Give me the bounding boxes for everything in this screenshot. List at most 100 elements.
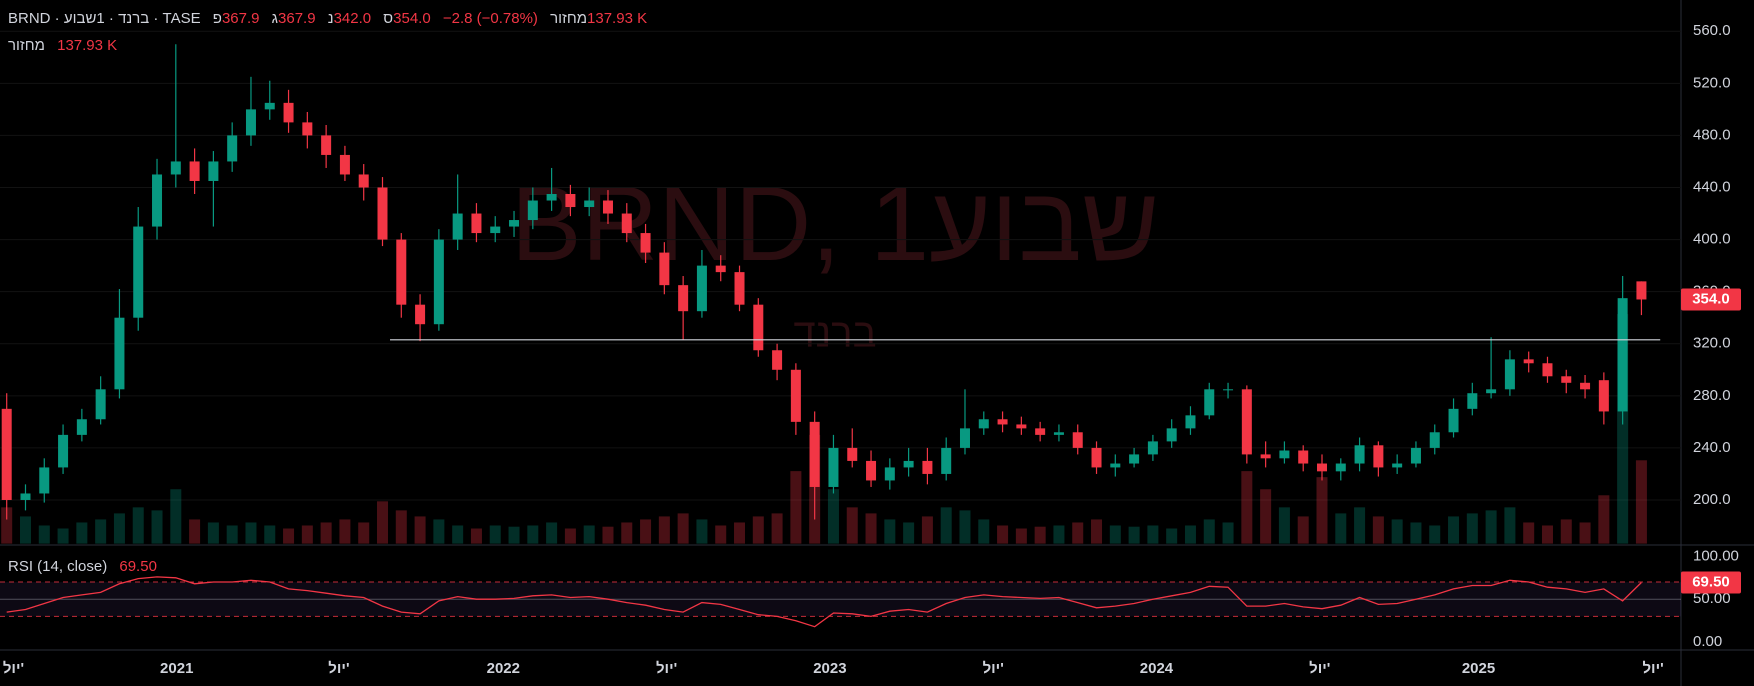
volume-bar <box>846 507 858 544</box>
volume-legend-value: 137.93 K <box>57 37 118 54</box>
rsi-last-label: 69.50 <box>1692 573 1730 590</box>
watermark-title: BRND, 1שבוע <box>511 165 1159 283</box>
candle-body <box>377 187 388 240</box>
volume-bar <box>207 522 219 544</box>
volume-bar <box>790 471 802 544</box>
volume-bar <box>1166 528 1178 544</box>
volume-bar <box>433 519 445 544</box>
candle-body <box>959 428 970 448</box>
candle-body <box>1467 393 1478 409</box>
x-tick-label: יול' <box>983 660 1004 677</box>
volume-bar <box>997 525 1009 544</box>
candle-body <box>264 102 275 110</box>
candle-body <box>1260 454 1271 459</box>
candle-body <box>339 154 350 175</box>
candle-body <box>1486 389 1497 394</box>
volume-legend: מחזור 137.93 K <box>8 37 117 54</box>
candle-body <box>1298 450 1309 464</box>
candle-body <box>734 272 745 305</box>
low-label: נ <box>327 10 334 27</box>
candle-body <box>58 434 69 468</box>
volume-bar <box>1448 516 1460 544</box>
volume-bar <box>903 522 915 544</box>
candle-body <box>715 265 726 273</box>
x-tick-label: יול' <box>1309 660 1330 677</box>
candle-body <box>1 408 12 500</box>
volume-bar <box>189 519 201 544</box>
low-value: 342.0 <box>333 10 372 27</box>
candle-body <box>1523 359 1534 364</box>
candle-body <box>1279 450 1290 459</box>
candle-body <box>433 239 444 325</box>
volume-bar <box>1579 522 1591 544</box>
volume-bar <box>170 489 182 544</box>
candle-body <box>640 233 651 253</box>
rsi-legend: RSI (14, close) 69.50 <box>8 558 157 575</box>
candle-body <box>1561 376 1572 383</box>
y-tick-label: 560.0 <box>1693 22 1731 39</box>
volume-bar <box>19 516 31 544</box>
candle-body <box>189 161 200 181</box>
x-tick-label: יול' <box>656 660 677 677</box>
candle-body <box>790 369 801 422</box>
volume-bar <box>696 519 708 544</box>
volume-bar <box>470 528 482 544</box>
candle-body <box>1354 445 1365 464</box>
candle-body <box>941 447 952 474</box>
candle-body <box>39 467 50 494</box>
volume-bar <box>57 528 69 544</box>
volume-bar <box>715 525 727 544</box>
volume-bar <box>113 513 125 544</box>
volume-bar <box>395 510 407 544</box>
rsi-title: RSI (14, close) <box>8 558 108 575</box>
candle-body <box>997 419 1008 425</box>
candle-body <box>208 161 219 181</box>
volume-bar <box>978 519 990 544</box>
volume-bar <box>1372 516 1384 544</box>
volume-bar <box>940 507 952 544</box>
candle-body <box>1053 432 1064 435</box>
x-tick-label: 2024 <box>1140 660 1174 677</box>
candle-body <box>753 304 764 351</box>
volume-bar <box>1034 526 1046 544</box>
volume-bar <box>1015 528 1027 544</box>
rsi-tick-label: 0.00 <box>1693 633 1722 650</box>
volume-bar <box>489 525 501 544</box>
candle-body <box>1392 463 1403 468</box>
volume-bar <box>752 516 764 544</box>
volume-legend-label: מחזור <box>8 37 45 54</box>
volume-bar <box>1560 519 1572 544</box>
volume-bar <box>1241 471 1253 544</box>
volume-bar <box>1053 525 1065 544</box>
volume-bar <box>508 526 520 544</box>
candle-body <box>1016 424 1027 429</box>
volume-label: מחזור <box>550 10 588 27</box>
candle-body <box>1429 432 1440 448</box>
candle-body <box>847 447 858 461</box>
volume-bar <box>377 501 388 544</box>
volume-bar <box>1184 525 1196 544</box>
volume-bar <box>1222 522 1234 544</box>
x-tick-label: 2023 <box>813 660 846 677</box>
x-tick-label: יול' <box>328 660 349 677</box>
rsi-last: 69.50 <box>119 558 157 575</box>
volume-bar <box>1 507 13 544</box>
volume-bar <box>226 525 238 544</box>
volume-bar <box>1541 525 1553 544</box>
volume-bar <box>358 522 370 544</box>
volume-bar <box>1504 507 1516 544</box>
high-value: 367.9 <box>278 10 316 27</box>
open-label: פ <box>212 10 222 27</box>
candle-body <box>227 135 238 162</box>
volume-bar <box>1147 525 1159 544</box>
close-label: ס <box>383 10 394 27</box>
rsi-line <box>6 576 1642 628</box>
y-tick-label: 480.0 <box>1693 126 1731 143</box>
last-price-label: 354.0 <box>1692 290 1730 307</box>
candle-body <box>1410 447 1421 464</box>
candle-body <box>452 213 463 240</box>
volume-bar <box>564 528 576 544</box>
candle-body <box>584 200 595 208</box>
volume-bar <box>339 519 351 544</box>
candle-body <box>565 194 576 208</box>
